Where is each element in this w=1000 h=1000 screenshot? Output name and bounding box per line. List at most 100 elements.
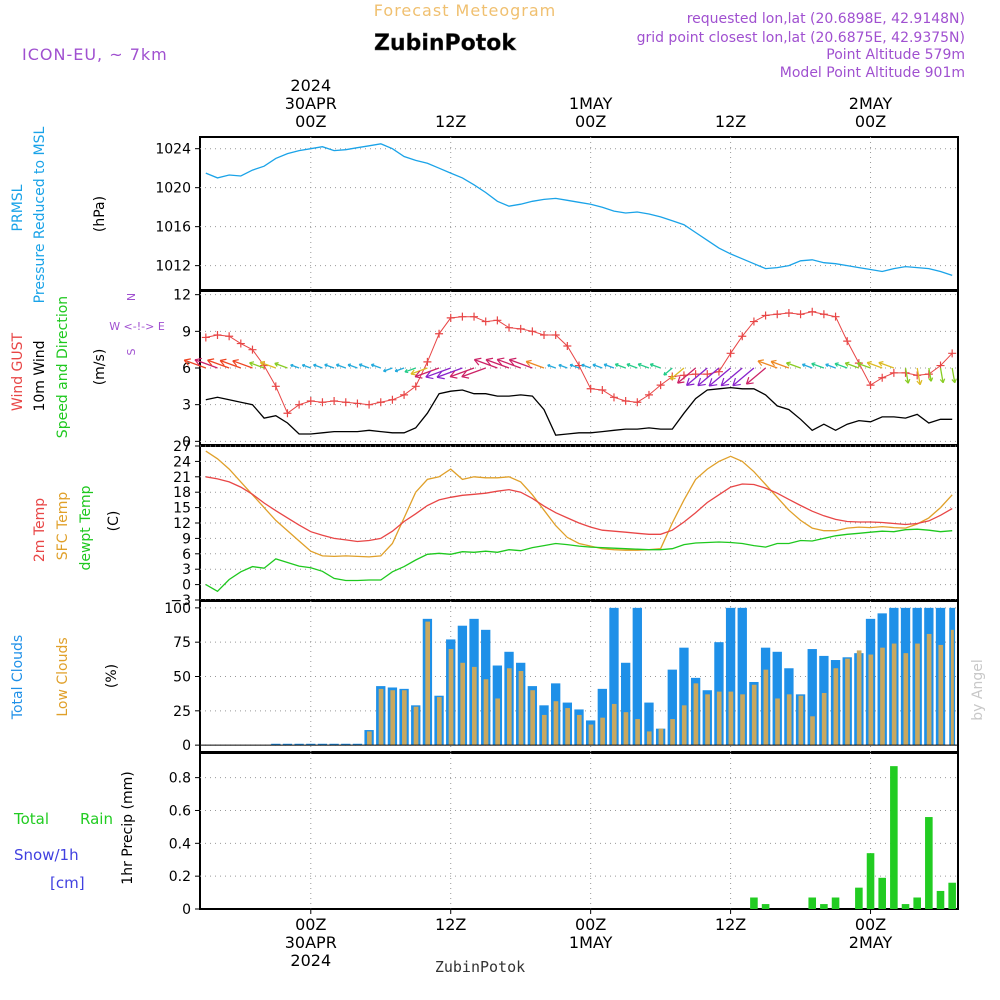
low-cloud-bar [565,708,570,746]
wind-gust-point [295,400,304,409]
pressure-unit: (hPa) [92,196,108,232]
wind-ytick-label: 12 [173,288,191,304]
wind-direction-arrow [347,363,358,369]
wind-direction-arrow [394,367,405,372]
top-date-label: 30APR [285,94,337,113]
precip-bar [936,890,945,909]
wind-direction-arrowhead [436,370,445,380]
wind-direction-arrow [637,363,650,369]
wind-direction-arrowhead [904,378,911,384]
wind-direction-arrowhead [825,363,829,368]
wind-gust-point [563,342,572,350]
temp-unit: (C) [106,511,122,532]
wind-direction-arrow [461,367,486,378]
pressure-label-full: Pressure Reduced to MSL [32,126,48,303]
wind-direction-arrow [834,362,848,369]
bottom-date-label: 2MAY [849,933,893,952]
wind-direction-arrowhead [383,368,387,373]
wind-direction-arrow [786,362,801,369]
low-cloud-bar [611,703,617,746]
wind-direction-arrow [414,367,440,378]
precip-bar [820,904,828,909]
wind-direction-arrow [581,364,591,369]
wind-gust-point [726,349,735,358]
wind-gust-point [318,398,327,407]
wind-gust-point [540,331,549,339]
precip-ytick-label: 0.4 [169,836,191,852]
top-date-label: 1MAY [569,94,613,113]
precip-bar [925,817,933,909]
bottom-tick-label: 00Z [295,915,326,934]
low-cloud-bar [670,719,675,746]
wind-direction-arrow [928,367,932,382]
wind-direction-arrowhead [866,361,872,367]
total-cloud-bar [341,743,351,746]
wind-gust-point [260,361,269,370]
wind-gust-point [796,310,805,319]
wind-direction-arrow [485,359,510,369]
wind-gust-point [819,310,828,319]
wind-direction-arrow [474,359,498,369]
precip-axis-label: 1hr Precip (mm) [120,771,136,884]
wind-direction-arrowhead [801,363,806,368]
wind-direction-arrowhead [324,363,328,368]
wind-direction-arrow [720,367,743,387]
wind-direction-arrowhead [581,363,585,368]
wind-direction-arrow [770,360,790,369]
low-cloud-bar [880,647,885,746]
total-cloud-bar [807,649,817,746]
wind-ytick-label: 6 [182,361,191,377]
wind-direction-arrow [383,367,393,372]
wind-speed-direction-label: Speed and Direction [55,296,71,438]
wind-gust-point [633,398,642,407]
wind-direction-arrow [425,367,451,378]
low-cloud-bar [471,666,477,746]
wind-gust-point [470,312,479,321]
wind-direction-arrowhead [811,362,816,367]
low-cloud-bar [518,671,524,746]
wind-gust-point [388,395,397,404]
wind-direction-arrowhead [508,357,517,366]
precip-bar [890,766,898,909]
low-cloud-bar [681,705,687,746]
low-cloud-bar [541,714,547,746]
wind-direction-arrow [650,363,661,369]
wind-direction-arrow [686,367,708,386]
wind-direction-arrowhead [878,361,884,367]
wind-gust-point [505,323,514,332]
total-cloud-bar [725,607,736,746]
temp-dewpt-label: dewpt Temp [78,485,94,570]
clouds-ytick-label: 100 [164,601,191,617]
wind-gust-point [201,333,210,342]
low-cloud-bar [448,649,454,746]
wind-direction-arrow [302,364,312,369]
low-cloud-bar [798,695,804,746]
wind-direction-arrow [313,364,323,369]
wind-direction-arrowhead [485,357,494,366]
wind-direction-arrowhead [732,377,741,387]
wind-gust-point [236,339,245,348]
wind-gust-point [271,382,280,391]
low-cloud-bar [891,643,897,746]
wind-direction-arrowhead [547,364,551,368]
temp-ytick-label: 27 [173,439,191,455]
wind-direction-arrow [404,367,416,373]
wind-direction-arrowhead [347,363,352,368]
wind-direction-arrowhead [473,357,482,366]
wind-direction-arrowhead [219,358,227,366]
low-cloud-bar [763,669,769,746]
wind-direction-arrowhead [686,377,695,386]
total-cloud-bar [282,743,293,746]
low-cloud-bar [751,684,757,746]
wind-direction-arrow [359,363,370,369]
temp-ytick-label: 12 [173,516,191,532]
wind-direction-arrow [708,367,732,387]
wind-gust-point [400,390,409,399]
low-cloud-bar [810,716,815,746]
wind-gust-point [749,317,758,326]
wind-direction-arrow [878,361,895,369]
wind-gust-point [784,309,793,317]
top-tick-label: 00Z [575,112,606,131]
